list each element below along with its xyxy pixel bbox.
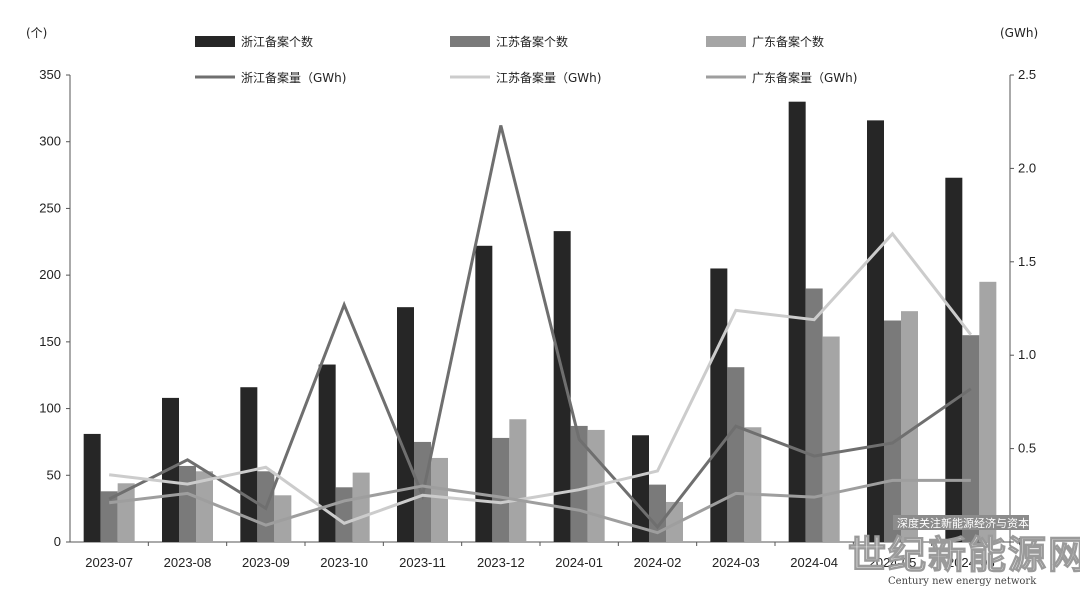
legend-label: 广东备案量（GWh)	[752, 70, 857, 85]
x-tick-label: 2024-06	[947, 555, 995, 570]
right-tick-label: 1.5	[1018, 254, 1036, 269]
bar	[632, 435, 649, 542]
bar	[744, 427, 762, 542]
legend-swatch-bar	[195, 36, 235, 47]
bar	[649, 484, 666, 542]
x-tick-label: 2023-09	[242, 555, 290, 570]
left-tick-label: 350	[39, 67, 61, 82]
right-tick-label: 0.5	[1018, 441, 1036, 456]
bar	[335, 487, 353, 542]
bar	[788, 101, 806, 542]
series-line	[108, 125, 972, 530]
bar	[553, 231, 571, 542]
legend-swatch-bar	[706, 36, 746, 47]
x-tick-label: 2024-02	[634, 555, 682, 570]
left-tick-label: 200	[39, 267, 61, 282]
bar	[979, 281, 997, 542]
right-tick-label: 0	[1018, 534, 1025, 549]
bar	[318, 364, 336, 542]
legend-label: 浙江备案个数	[241, 34, 313, 49]
left-tick-label: 100	[39, 401, 61, 416]
right-axis-unit: (GWh)	[1000, 26, 1038, 40]
legend-swatch-bar	[450, 36, 490, 47]
bar	[962, 335, 980, 542]
bar	[822, 336, 840, 542]
x-tick-label: 2023-11	[399, 555, 446, 570]
bar	[727, 367, 745, 542]
legend-label: 江苏备案个数	[496, 34, 568, 49]
right-tick-label: 2.0	[1018, 160, 1036, 175]
bar	[901, 311, 918, 542]
x-tick-label: 2024-05	[869, 555, 917, 570]
watermark-title: 世纪新能源网	[848, 533, 1080, 577]
left-tick-label: 150	[39, 334, 61, 349]
bar	[352, 472, 370, 542]
bar	[570, 425, 588, 542]
bar	[475, 245, 493, 542]
bar	[100, 491, 118, 542]
lines	[108, 125, 973, 535]
bar	[117, 483, 135, 542]
axes	[66, 74, 1014, 546]
watermark-subtitle: Century new energy network	[888, 576, 1037, 587]
legend-label: 浙江备案量（GWh)	[241, 70, 346, 85]
bar	[945, 177, 963, 543]
bar	[83, 433, 101, 542]
left-tick-label: 0	[54, 534, 61, 549]
series-line	[108, 478, 971, 535]
left-tick-label: 50	[47, 467, 61, 482]
bar	[179, 465, 196, 542]
watermark-banner	[893, 515, 1029, 530]
bar	[196, 471, 213, 542]
bar	[509, 419, 527, 542]
bar	[240, 387, 258, 542]
bar	[431, 457, 448, 542]
x-tick-label: 2024-01	[555, 555, 603, 570]
x-tick-label: 2024-04	[790, 555, 838, 570]
watermark: 深度关注新能源经济与资本 世纪新能源网 Century new energy n…	[847, 515, 1080, 587]
bar	[884, 320, 901, 542]
right-tick-label: 2.5	[1018, 67, 1036, 82]
bar	[492, 437, 510, 542]
x-tick-label: 2023-12	[477, 555, 525, 570]
legend-label: 广东备案个数	[752, 34, 824, 49]
x-tick-label: 2024-03	[712, 555, 760, 570]
x-tick-label: 2023-08	[164, 555, 212, 570]
bars	[83, 101, 997, 543]
bar	[397, 307, 414, 542]
series-line	[108, 231, 973, 525]
legend-label: 江苏备案量（GWh)	[496, 70, 601, 85]
x-tick-label: 2023-10	[320, 555, 368, 570]
left-tick-label: 250	[39, 200, 61, 215]
bar	[805, 288, 823, 542]
tick-labels: 0 50 100 150 200 250 300 350 0 0.5 1.0 1.5 2.0 2.5 202…	[39, 67, 1036, 570]
right-tick-label: 1.0	[1018, 347, 1036, 362]
left-axis-unit: (个)	[26, 26, 47, 40]
bar	[867, 120, 884, 542]
x-tick-label: 2023-07	[85, 555, 133, 570]
left-tick-label: 300	[39, 134, 61, 149]
watermark-tagline: 深度关注新能源经济与资本	[897, 516, 1029, 530]
